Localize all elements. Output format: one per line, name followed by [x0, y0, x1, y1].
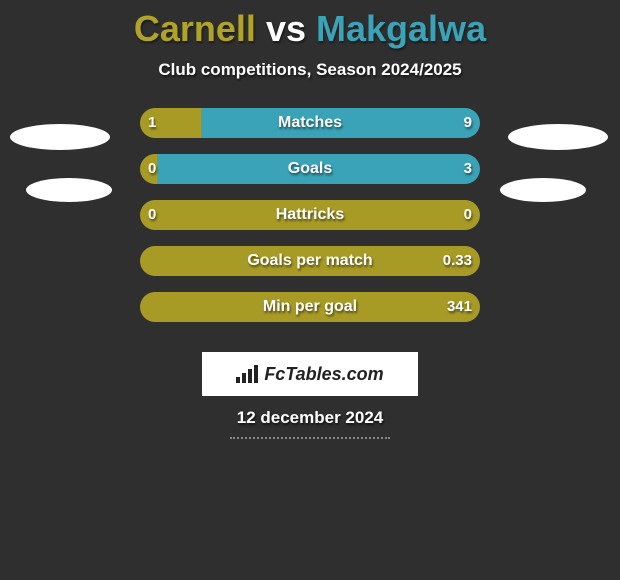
stat-bar-right-segment — [201, 108, 480, 138]
stat-bar-left-segment — [140, 246, 480, 276]
stat-row: Hattricks00 — [0, 200, 620, 230]
title-vs: vs — [266, 8, 306, 49]
subtitle: Club competitions, Season 2024/2025 — [0, 60, 620, 80]
brand-badge: FcTables.com — [202, 352, 418, 396]
stats-comparison-canvas: Carnell vs Makgalwa Club competitions, S… — [0, 0, 620, 580]
brand-text: FcTables.com — [264, 364, 383, 385]
stat-bar — [140, 292, 480, 322]
date-underline — [230, 434, 390, 439]
logo-placeholder — [26, 178, 112, 202]
stat-bar — [140, 246, 480, 276]
stat-value-left: 1 — [148, 108, 156, 138]
stat-value-left: 0 — [148, 154, 156, 184]
stat-value-left: 0 — [148, 200, 156, 230]
stat-value-right: 341 — [447, 292, 472, 322]
bars-icon — [236, 365, 258, 383]
stat-bar — [140, 200, 480, 230]
stat-bar-right-segment — [157, 154, 480, 184]
title-player1: Carnell — [134, 8, 256, 49]
logo-placeholder — [500, 178, 586, 202]
stat-bar-left-segment — [140, 200, 480, 230]
logo-placeholder — [508, 124, 608, 150]
stat-bar — [140, 154, 480, 184]
stat-value-right: 0 — [464, 200, 472, 230]
page-title: Carnell vs Makgalwa — [0, 0, 620, 50]
stat-value-right: 9 — [464, 108, 472, 138]
stat-row: Min per goal341 — [0, 292, 620, 322]
stat-row: Goals per match0.33 — [0, 246, 620, 276]
stat-bar-left-segment — [140, 292, 480, 322]
title-player2: Makgalwa — [316, 8, 486, 49]
stat-value-right: 0.33 — [443, 246, 472, 276]
stat-value-right: 3 — [464, 154, 472, 184]
stat-bar — [140, 108, 480, 138]
date-text: 12 december 2024 — [0, 408, 620, 428]
logo-placeholder — [10, 124, 110, 150]
